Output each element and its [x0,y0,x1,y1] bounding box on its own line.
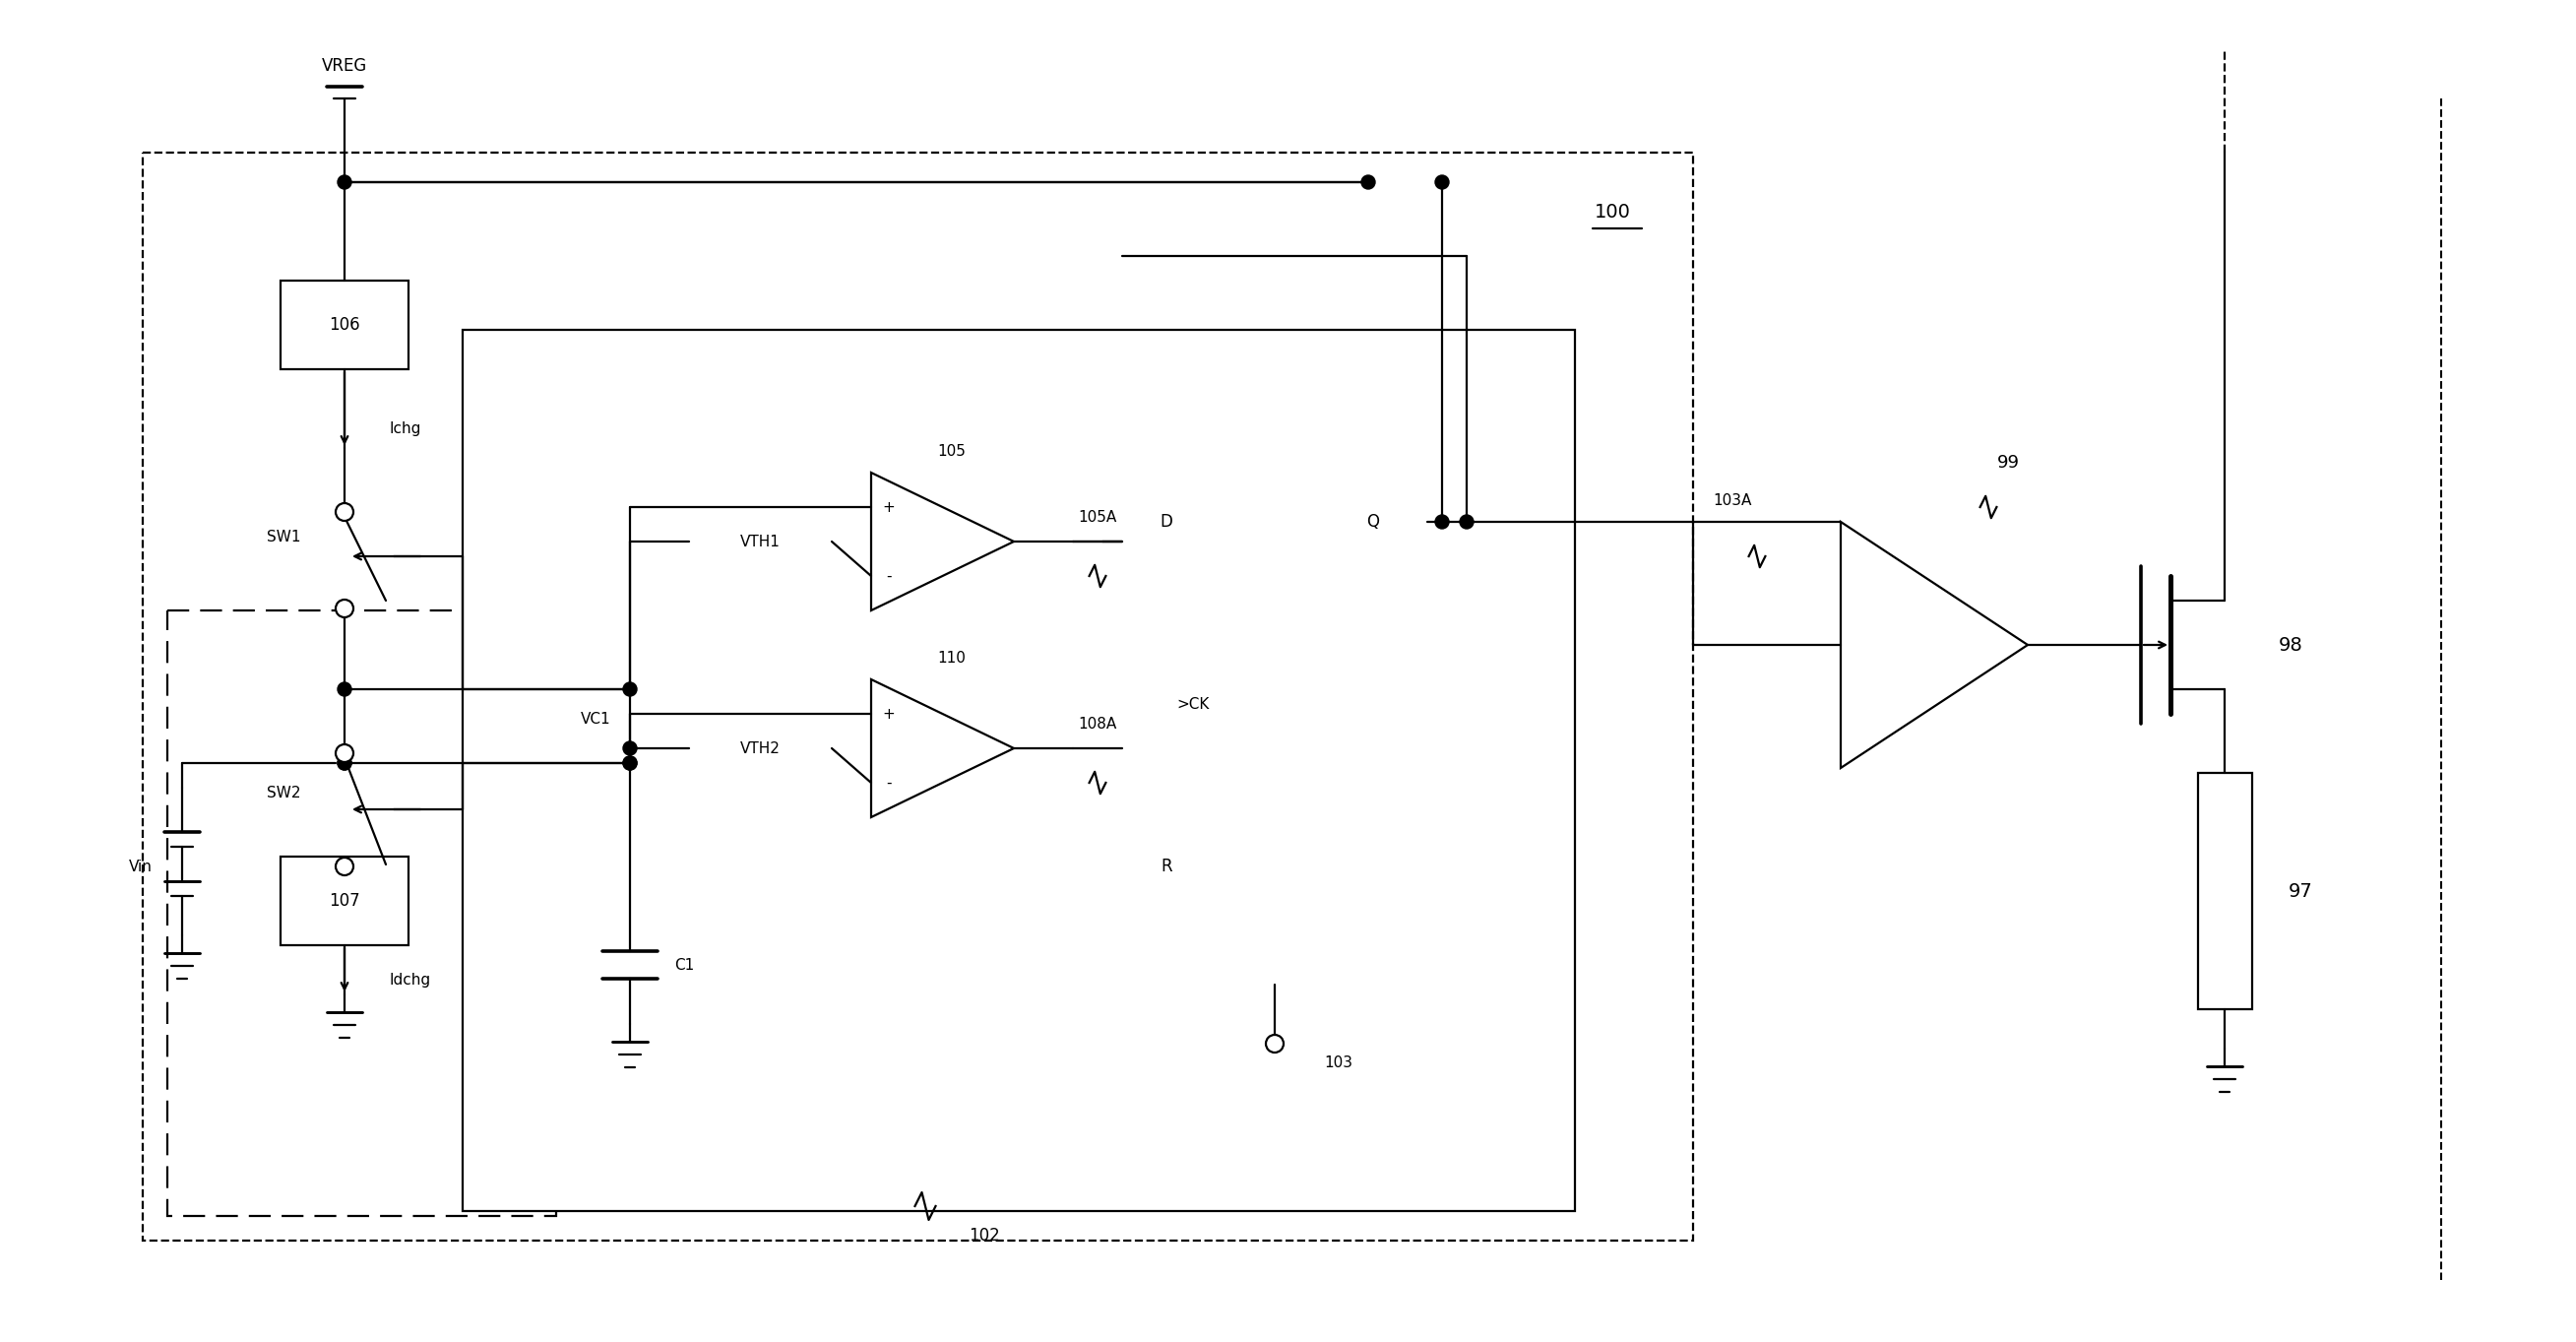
Text: 102: 102 [969,1227,999,1244]
Bar [142,153,1692,1240]
Circle shape [335,600,353,617]
Text: VTH1: VTH1 [739,534,781,549]
Text: VC1: VC1 [580,711,611,726]
Circle shape [623,756,636,770]
Text: 105A: 105A [1077,510,1115,525]
Circle shape [337,756,350,770]
Text: Idchg: Idchg [389,973,430,988]
Text: Ichg: Ichg [389,421,420,436]
Text: >CK: >CK [1177,696,1208,711]
Circle shape [335,745,353,762]
Text: 103A: 103A [1713,493,1752,507]
Text: 106: 106 [330,317,361,334]
Circle shape [335,858,353,875]
Circle shape [1265,1035,1283,1052]
Text: R: R [1162,858,1172,875]
Bar [688,709,832,788]
Circle shape [1435,515,1448,529]
Bar [1123,423,1427,985]
Circle shape [337,176,350,189]
Text: Vin: Vin [129,859,152,874]
Text: +: + [884,706,894,721]
Text: SW1: SW1 [265,529,301,544]
Circle shape [623,756,636,770]
Text: +: + [884,499,894,514]
Circle shape [337,756,350,770]
Text: 110: 110 [938,651,966,666]
Text: Q: Q [1368,513,1381,530]
Bar [167,611,556,1216]
Text: 100: 100 [1595,203,1631,221]
Text: -: - [886,569,891,584]
Text: VTH2: VTH2 [739,741,781,756]
Text: VREG: VREG [322,58,368,75]
Text: 107: 107 [330,892,361,910]
Circle shape [337,682,350,696]
Text: 99: 99 [1996,454,2020,471]
Bar [281,856,410,945]
Text: C1: C1 [675,957,693,973]
Text: 108A: 108A [1077,717,1115,731]
Bar [464,330,1574,1210]
Bar [2197,773,2251,1009]
Circle shape [1360,176,1376,189]
Text: 97: 97 [2287,882,2313,900]
Circle shape [1461,515,1473,529]
Circle shape [623,741,636,756]
Text: -: - [886,776,891,790]
Text: 98: 98 [2280,636,2303,655]
Text: D: D [1159,513,1172,530]
Text: 103: 103 [1324,1056,1352,1071]
Text: SW2: SW2 [265,785,301,800]
Circle shape [623,682,636,696]
Circle shape [335,503,353,521]
Bar [688,502,832,581]
Circle shape [1435,176,1448,189]
Text: 105: 105 [938,444,966,459]
Bar [281,280,410,369]
